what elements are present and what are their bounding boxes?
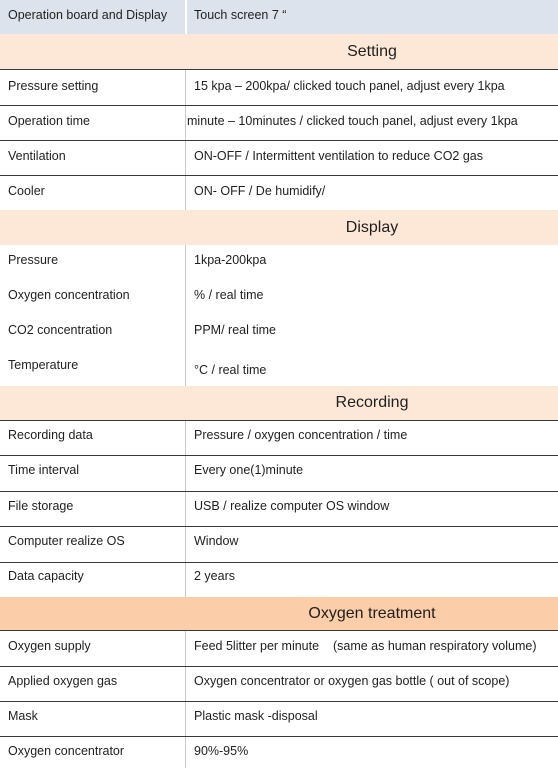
rule: [0, 701, 558, 702]
row-value: Oxygen concentrator or oxygen gas bottle…: [194, 674, 510, 688]
row-label: CO2 concentration: [8, 323, 113, 337]
column-divider: [185, 563, 186, 597]
row-label: File storage: [8, 499, 74, 513]
row-computer-os: Computer realize OS Window: [0, 527, 558, 562]
row-value: °C / real time: [194, 363, 267, 377]
row-data-capacity: Data capacity 2 years: [0, 563, 558, 597]
row-time-interval: Time interval Every one(1)minute: [0, 456, 558, 491]
column-divider: [185, 70, 186, 105]
row-oxygen-concentration: Oxygen concentration % / real time: [0, 280, 558, 315]
row-label: Operation time: [8, 114, 90, 128]
column-divider: [185, 350, 186, 386]
rule: [0, 526, 558, 527]
row-value: USB / realize computer OS window: [194, 499, 390, 513]
column-divider: [185, 106, 186, 140]
column-divider: [185, 631, 186, 666]
section-title: Display: [345, 218, 399, 236]
column-divider: [185, 667, 186, 701]
rule: [0, 491, 558, 492]
row-label: Cooler: [8, 184, 45, 198]
row-pressure-setting: Pressure setting 15 kpa – 200kpa/ clicke…: [0, 70, 558, 105]
rule: [0, 420, 558, 421]
section-header-display: Display: [0, 210, 558, 245]
row-value: Feed 5litter per minute (same as human r…: [194, 639, 537, 653]
row-value: Touch screen 7 “: [194, 8, 287, 22]
row-mask: Mask Plastic mask -disposal: [0, 702, 558, 736]
row-value: 90%-95%: [194, 744, 249, 758]
row-value: Pressure / oxygen concentration / time: [194, 428, 408, 442]
row-label: Applied oxygen gas: [8, 674, 118, 688]
row-operation-board: Operation board and Display Touch screen…: [0, 0, 558, 34]
column-divider: [185, 141, 186, 175]
row-value: ON-OFF / Intermittent ventilation to red…: [194, 149, 484, 163]
row-label: Time interval: [8, 463, 80, 477]
column-divider: [185, 176, 186, 210]
row-file-storage: File storage USB / realize computer OS w…: [0, 492, 558, 526]
section-title: Oxygen treatment: [308, 604, 436, 622]
column-divider: [185, 737, 186, 768]
column-divider: [185, 421, 186, 455]
column-divider: [185, 245, 186, 280]
row-label: Pressure setting: [8, 79, 99, 93]
row-pressure: Pressure 1kpa-200kpa: [0, 245, 558, 280]
row-oxygen-concentrator: Oxygen concentrator 90%-95%: [0, 737, 558, 768]
rule: [0, 562, 558, 563]
row-label: Mask: [8, 709, 38, 723]
row-label: Data capacity: [8, 569, 84, 583]
rule: [0, 666, 558, 667]
row-ventilation: Ventilation ON-OFF / Intermittent ventil…: [0, 141, 558, 175]
section-title: Recording: [335, 394, 409, 411]
row-label: Oxygen concentrator: [8, 744, 125, 758]
row-label: Temperature: [8, 358, 79, 372]
column-divider: [185, 527, 186, 562]
row-value: Every one(1)minute: [194, 463, 304, 477]
rule: [0, 140, 558, 141]
section-header-oxygen-treatment: Oxygen treatment: [0, 597, 558, 630]
column-divider: [185, 280, 186, 315]
row-value: minute – 10minutes / clicked touch panel…: [187, 114, 518, 128]
column-divider: [185, 456, 186, 491]
column-divider: [185, 0, 187, 34]
row-recording-data: Recording data Pressure / oxygen concent…: [0, 421, 558, 455]
row-value: Plastic mask -disposal: [194, 709, 318, 723]
row-value: % / real time: [194, 288, 264, 302]
row-value: 2 years: [194, 569, 235, 583]
row-temperature: Temperature °C / real time: [0, 350, 558, 386]
row-value: 15 kpa – 200kpa/ clicked touch panel, ad…: [194, 79, 505, 93]
row-operation-time: Operation time minute – 10minutes / clic…: [0, 106, 558, 140]
row-value: ON- OFF / De humidify/: [194, 184, 326, 198]
column-divider: [185, 315, 186, 350]
column-divider: [185, 492, 186, 526]
rule: [0, 630, 558, 631]
section-header-setting: Setting: [0, 34, 558, 69]
row-label: Operation board and Display: [8, 8, 168, 22]
row-co2-concentration: CO2 concentration PPM/ real time: [0, 315, 558, 350]
row-value: PPM/ real time: [194, 323, 276, 337]
rule: [0, 736, 558, 737]
row-label: Recording data: [8, 428, 93, 442]
row-label: Oxygen supply: [8, 639, 91, 653]
row-oxygen-supply: Oxygen supply Feed 5litter per minute (s…: [0, 631, 558, 666]
row-label: Pressure: [8, 253, 59, 267]
row-value: 1kpa-200kpa: [194, 253, 267, 267]
section-title: Setting: [347, 42, 397, 60]
row-cooler: Cooler ON- OFF / De humidify/: [0, 176, 558, 210]
rule: [0, 105, 558, 106]
rule: [0, 455, 558, 456]
row-label: Ventilation: [8, 149, 66, 163]
row-applied-oxygen-gas: Applied oxygen gas Oxygen concentrator o…: [0, 667, 558, 701]
section-header-recording: Recording: [0, 386, 558, 420]
rule: [0, 175, 558, 176]
row-label: Oxygen concentration: [8, 288, 130, 302]
row-value: Window: [194, 534, 239, 548]
column-divider: [185, 702, 186, 736]
rule: [0, 69, 558, 70]
row-label: Computer realize OS: [8, 534, 125, 548]
